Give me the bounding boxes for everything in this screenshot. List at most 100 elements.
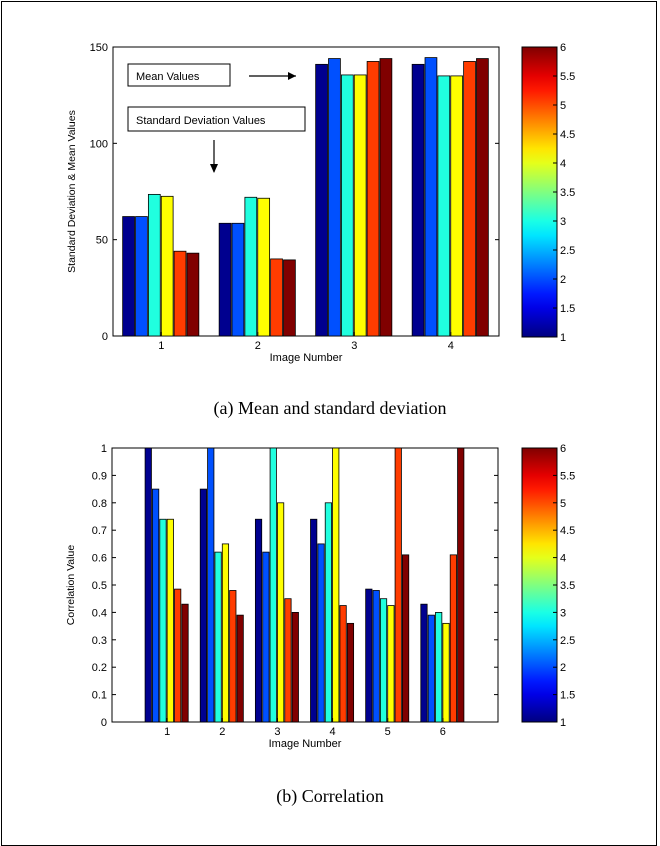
y-tick-label: 0 xyxy=(102,331,108,343)
colorbar-tick-label: 1 xyxy=(560,332,566,344)
bar xyxy=(174,588,182,723)
bar xyxy=(411,63,425,337)
y-tick-label: 0.8 xyxy=(92,498,107,510)
bar xyxy=(283,259,296,337)
colorbar-tick-label: 6 xyxy=(560,42,566,54)
bar xyxy=(207,447,215,723)
y-axis-label: Correlation Value xyxy=(65,545,77,626)
x-tick-label: 2 xyxy=(219,726,225,738)
bar xyxy=(166,518,174,723)
bar xyxy=(424,57,438,337)
y-tick-label: 0.4 xyxy=(92,607,107,619)
bar xyxy=(173,250,187,337)
bar xyxy=(317,543,325,723)
bar xyxy=(244,196,258,337)
x-tick-label: 2 xyxy=(255,340,261,352)
bar xyxy=(346,622,355,723)
caption-a: (a) Mean and standard deviation xyxy=(213,398,447,418)
bar xyxy=(379,598,388,723)
bar xyxy=(450,75,464,337)
y-tick-label: 0.9 xyxy=(92,470,107,482)
y-tick-label: 0.2 xyxy=(92,662,107,674)
bar xyxy=(324,502,332,723)
y-tick-label: 0.7 xyxy=(92,525,107,537)
bar xyxy=(372,590,380,723)
x-axis-label: Image Number xyxy=(269,738,342,750)
chart-mean-std: 1 2 3 4 0 50 100 150 Image Number Standard Deviat… xyxy=(66,42,575,364)
colorbar-tick-label: 4.5 xyxy=(560,525,575,537)
colorbar-tick-label: 1.5 xyxy=(560,690,575,702)
bar xyxy=(269,447,277,723)
colorbar-tick-label: 1 xyxy=(560,717,566,729)
bar xyxy=(159,518,167,723)
x-tick-label: 1 xyxy=(158,340,164,352)
annotation-mean-label: Mean Values xyxy=(136,71,200,83)
y-axis-label: Standard Deviation & Mean Values xyxy=(66,110,78,273)
x-tick-label: 5 xyxy=(385,726,391,738)
bar xyxy=(221,543,230,723)
chart-correlation: 1 2 3 4 5 6 0 0.1 0.2 0.3 0.4 0.5 0.6 0.7 0.8 0.9 1 Image… xyxy=(65,443,575,750)
bar xyxy=(442,622,450,723)
bar xyxy=(463,61,476,337)
bar xyxy=(379,58,393,337)
bar xyxy=(328,58,341,337)
bar xyxy=(254,518,263,723)
colorbar-tick-label: 2.5 xyxy=(560,245,575,257)
y-tick-label: 100 xyxy=(90,138,108,150)
x-tick-label: 3 xyxy=(351,340,357,352)
bar xyxy=(394,447,402,723)
bar xyxy=(262,551,270,723)
colorbar-tick-label: 3.5 xyxy=(560,187,575,199)
colorbar-tick-label: 4 xyxy=(560,158,566,170)
bar xyxy=(229,590,237,723)
bar xyxy=(284,598,292,723)
y-tick-label: 50 xyxy=(96,235,108,247)
y-tick-label: 0.5 xyxy=(92,580,107,592)
bar xyxy=(186,252,200,337)
colorbar-tick-label: 1.5 xyxy=(560,303,575,315)
bar xyxy=(147,193,161,337)
colorbar-tick-label: 3 xyxy=(560,216,566,228)
bar xyxy=(353,74,367,337)
colorbar-tick-label: 3.5 xyxy=(560,580,575,592)
bar xyxy=(365,588,373,723)
bar xyxy=(339,605,347,723)
y-tick-label: 150 xyxy=(90,42,108,54)
bar xyxy=(270,258,283,337)
bar xyxy=(457,447,465,723)
colorbar-tick-label: 4 xyxy=(560,553,566,565)
caption-b: (b) Correlation xyxy=(276,786,384,806)
x-tick-label: 1 xyxy=(164,726,170,738)
colorbar-tick-label: 2 xyxy=(560,274,566,286)
bar xyxy=(236,614,244,723)
x-tick-label: 4 xyxy=(330,726,336,738)
bar xyxy=(122,216,135,337)
bar xyxy=(214,551,222,723)
colorbar-tick-label: 5.5 xyxy=(560,71,575,83)
y-tick-label: 0.6 xyxy=(92,553,107,565)
y-tick-label: 0.1 xyxy=(92,690,107,702)
bar xyxy=(135,216,148,337)
annotation-std-arrowhead xyxy=(210,164,218,173)
bar xyxy=(449,554,457,723)
bar xyxy=(315,63,328,337)
y-tick-label: 0.3 xyxy=(92,635,107,647)
bar xyxy=(366,61,380,337)
bar xyxy=(427,614,435,723)
colorbar-tick-label: 5.5 xyxy=(560,470,575,482)
x-tick-label: 6 xyxy=(440,726,446,738)
annotation-box-std xyxy=(127,106,306,132)
bar xyxy=(291,612,299,723)
bar xyxy=(420,603,428,723)
bar xyxy=(435,612,443,723)
bar xyxy=(387,605,395,723)
x-axis-label: Image Number xyxy=(270,352,343,364)
y-tick-label: 0 xyxy=(101,717,107,729)
bar xyxy=(257,197,271,337)
bar xyxy=(231,222,245,337)
bar xyxy=(144,447,152,723)
annotation-box-mean xyxy=(127,63,231,87)
bar xyxy=(437,75,451,337)
bar xyxy=(332,447,340,723)
x-tick-label: 3 xyxy=(274,726,280,738)
